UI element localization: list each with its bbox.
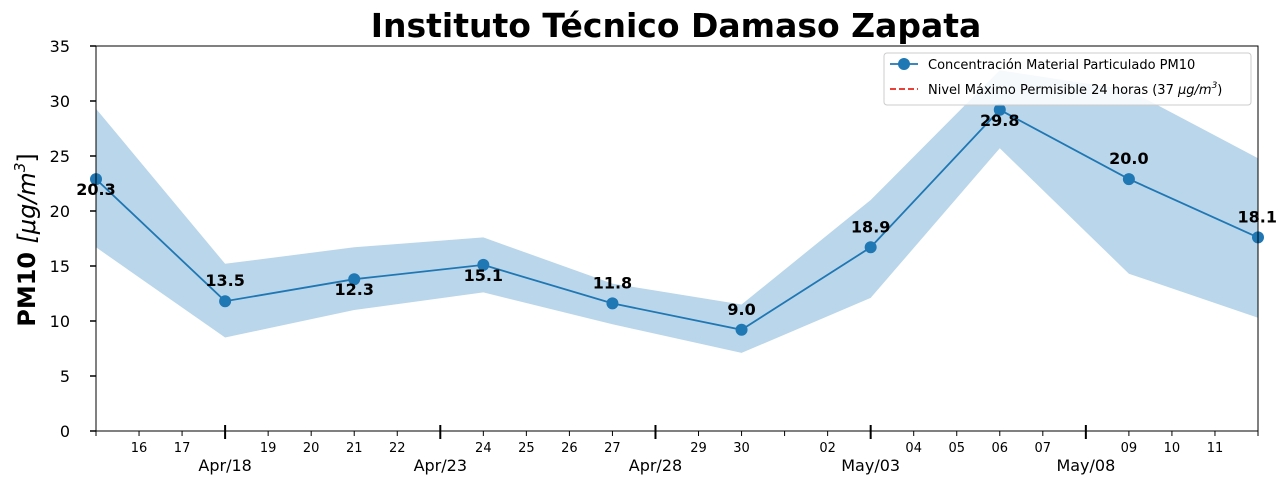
y-axis-label-close: ] — [13, 153, 41, 162]
x-minor-tick-label: 05 — [948, 441, 965, 456]
series-lines — [95, 108, 1259, 331]
y-axis-ticks: 0 5 10 15 20 25 30 35 — [50, 37, 96, 441]
legend-box — [883, 52, 1252, 106]
data-label: 18.9 — [851, 217, 890, 236]
x-minor-tick-label: 09 — [1121, 441, 1138, 456]
data-point — [993, 103, 1006, 116]
data-point — [735, 323, 748, 336]
plot-frame — [95, 45, 1259, 432]
x-minor-tick-label: 30 — [733, 441, 750, 456]
legend-label-pm10: Concentración Material Particulado PM10 — [928, 58, 1195, 73]
x-minor-tick-label: 25 — [518, 441, 535, 456]
x-minor-tick-label: 29 — [690, 441, 707, 456]
x-axis-ticks: 16 17 19 20 21 22 24 25 26 27 29 30 02 04 05 06 07 09 10 11… — [95, 425, 1259, 475]
data-label: 18.1 — [1238, 207, 1277, 226]
y-tick-label: 30 — [50, 92, 70, 111]
data-point — [864, 241, 877, 254]
data-point — [1122, 173, 1135, 186]
y-tick-label: 10 — [50, 312, 70, 331]
x-minor-tick-label: 22 — [389, 441, 406, 456]
x-minor-tick-label: 10 — [1164, 441, 1181, 456]
series-line-pm10 — [95, 108, 1259, 331]
y-tick-label: 15 — [50, 257, 70, 276]
y-tick-label: 0 — [60, 422, 70, 441]
legend-label-limit: Nivel Máximo Permisible 24 horas (37 μg/… — [928, 81, 1222, 98]
y-tick-label: 35 — [50, 37, 70, 56]
legend-label-limit-unit: μg/m — [1177, 83, 1212, 98]
data-label: 12.3 — [334, 280, 373, 299]
data-point — [477, 258, 490, 271]
data-label: 11.8 — [593, 273, 632, 292]
data-label: 13.5 — [205, 271, 244, 290]
y-tick-label: 20 — [50, 202, 70, 221]
y-tick-label: 5 — [60, 367, 70, 386]
x-minor-tick-label: 06 — [992, 441, 1009, 456]
confidence-band — [96, 70, 1258, 353]
legend-label-limit-close: ) — [1217, 83, 1222, 98]
data-point — [348, 273, 361, 286]
y-axis-label-unit: [μg/m — [13, 172, 41, 243]
x-minor-tick-label: 27 — [604, 441, 621, 456]
series-points — [90, 103, 1264, 336]
x-minor-tick-label: 21 — [346, 441, 363, 456]
x-major-tick-label: May/03 — [841, 456, 900, 475]
data-labels: 20.313.5 12.315.1 11.89.018.929.820.018.1 — [76, 111, 1277, 319]
legend-marker-pm10 — [898, 58, 910, 70]
legend: Concentración Material Particulado PM10 … — [883, 52, 1252, 106]
x-minor-tick-label: 20 — [303, 441, 320, 456]
x-major-tick-label: Apr/18 — [198, 456, 251, 475]
x-minor-tick-label: 02 — [819, 441, 836, 456]
x-minor-tick-label: 26 — [561, 441, 578, 456]
x-major-tick-label: Apr/23 — [414, 456, 467, 475]
data-label: 29.8 — [980, 111, 1019, 130]
x-minor-tick-label: 11 — [1207, 441, 1224, 456]
y-axis-label: PM10 [μg/m3] — [11, 153, 41, 327]
y-tick-label: 25 — [50, 147, 70, 166]
y-axis-label-exp: 3 — [11, 163, 29, 173]
x-major-tick-label: May/08 — [1056, 456, 1115, 475]
legend-label-limit-exp: 3 — [1212, 81, 1218, 91]
x-minor-tick-label: 17 — [174, 441, 191, 456]
x-minor-tick-label: 24 — [475, 441, 492, 456]
data-label: 15.1 — [464, 266, 503, 285]
x-minor-tick-label: 16 — [131, 441, 148, 456]
x-minor-tick-label: 19 — [260, 441, 277, 456]
x-major-tick-label: Apr/28 — [629, 456, 682, 475]
x-minor-tick-label: 07 — [1035, 441, 1052, 456]
data-point — [219, 295, 232, 308]
chart-title: Instituto Técnico Damaso Zapata — [371, 6, 982, 45]
x-minor-tick-label: 04 — [905, 441, 922, 456]
data-label: 9.0 — [727, 300, 755, 319]
confidence-bands — [96, 70, 1258, 353]
data-point — [606, 297, 619, 310]
legend-label-limit-prefix: Nivel Máximo Permisible 24 horas (37 — [928, 83, 1178, 98]
y-axis-label-prefix: PM10 — [13, 244, 41, 327]
data-label: 20.0 — [1109, 149, 1148, 168]
